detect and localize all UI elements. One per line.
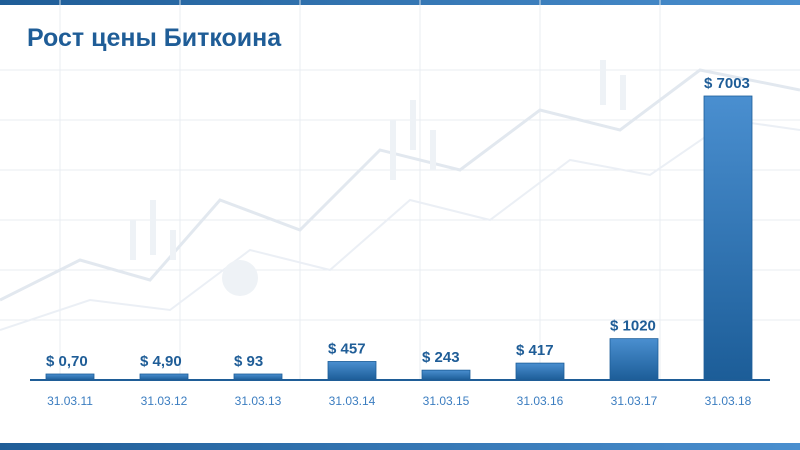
x-tick-label: 31.03.13 [235,394,282,408]
data-label: $ 1020 [610,318,656,335]
data-label: $ 457 [328,340,366,357]
x-tick-label: 31.03.18 [705,394,752,408]
x-tick-label: 31.03.12 [141,394,188,408]
x-tick-label: 31.03.17 [611,394,658,408]
bar-31.03.16 [515,362,565,381]
bar-31.03.14 [327,361,377,381]
bottom-accent-bar [0,443,800,450]
x-tick-label: 31.03.14 [329,394,376,408]
bar-31.03.17 [609,338,659,381]
chart-title: Рост цены Биткоина [27,24,282,52]
data-label: $ 7003 [704,75,750,92]
data-label: $ 93 [234,353,263,370]
data-label: $ 417 [516,342,554,359]
data-label: $ 4,90 [140,353,182,370]
top-accent-bar [0,0,800,5]
x-tick-label: 31.03.11 [47,394,93,408]
bar-31.03.18 [703,95,753,381]
x-tick-label: 31.03.16 [517,394,564,408]
bar-31.03.15 [421,369,471,381]
data-label: $ 243 [422,349,460,366]
x-tick-label: 31.03.15 [423,394,470,408]
data-label: $ 0,70 [46,353,88,370]
